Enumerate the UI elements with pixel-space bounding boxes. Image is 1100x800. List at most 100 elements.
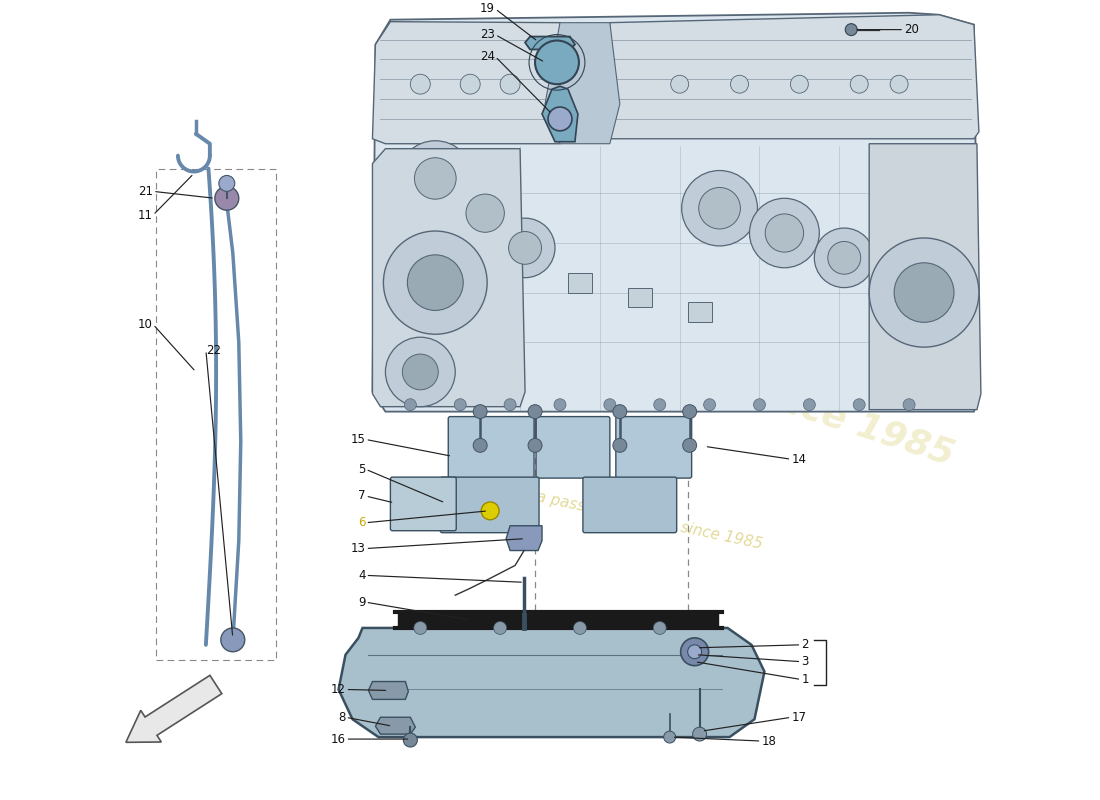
Polygon shape	[339, 628, 764, 737]
Circle shape	[504, 398, 516, 410]
Polygon shape	[373, 149, 525, 406]
FancyBboxPatch shape	[449, 417, 534, 478]
Circle shape	[894, 262, 954, 322]
Circle shape	[410, 74, 430, 94]
Circle shape	[219, 175, 234, 191]
Text: 17: 17	[791, 710, 806, 724]
Circle shape	[573, 622, 586, 634]
Text: 14: 14	[791, 453, 806, 466]
Circle shape	[683, 438, 696, 452]
Polygon shape	[506, 526, 542, 550]
Circle shape	[688, 645, 702, 658]
Circle shape	[214, 186, 239, 210]
Circle shape	[828, 242, 860, 274]
Polygon shape	[368, 682, 408, 699]
Circle shape	[850, 75, 868, 93]
Text: 24: 24	[480, 50, 495, 63]
Text: 4: 4	[358, 569, 365, 582]
Circle shape	[473, 405, 487, 418]
Text: 10: 10	[139, 318, 153, 331]
Circle shape	[693, 727, 706, 741]
Circle shape	[221, 628, 245, 652]
Circle shape	[385, 338, 455, 406]
Text: 3: 3	[802, 655, 808, 668]
Circle shape	[698, 187, 740, 229]
Circle shape	[548, 107, 572, 131]
Circle shape	[403, 354, 438, 390]
Circle shape	[653, 622, 667, 634]
Circle shape	[749, 198, 820, 268]
Circle shape	[766, 214, 804, 252]
Circle shape	[803, 398, 815, 410]
Circle shape	[397, 141, 473, 216]
FancyBboxPatch shape	[616, 417, 692, 478]
FancyBboxPatch shape	[688, 302, 712, 322]
Circle shape	[845, 24, 857, 35]
Circle shape	[903, 398, 915, 410]
Circle shape	[653, 398, 666, 410]
Circle shape	[466, 194, 505, 232]
Text: 9: 9	[358, 596, 365, 609]
Circle shape	[405, 398, 416, 410]
Circle shape	[663, 731, 675, 743]
Circle shape	[754, 398, 766, 410]
FancyBboxPatch shape	[583, 477, 676, 533]
Circle shape	[890, 75, 909, 93]
Text: 15: 15	[351, 433, 365, 446]
Circle shape	[730, 75, 748, 93]
Text: 11: 11	[138, 209, 153, 222]
Circle shape	[535, 41, 579, 84]
Circle shape	[682, 170, 758, 246]
Text: 7: 7	[358, 490, 365, 502]
Circle shape	[814, 228, 874, 288]
Circle shape	[415, 158, 456, 199]
Text: 20: 20	[904, 23, 918, 36]
Circle shape	[528, 438, 542, 452]
FancyBboxPatch shape	[568, 273, 592, 293]
Polygon shape	[398, 612, 717, 628]
Circle shape	[500, 74, 520, 94]
Polygon shape	[525, 37, 575, 50]
Circle shape	[460, 74, 481, 94]
Circle shape	[604, 398, 616, 410]
Text: 16: 16	[330, 733, 345, 746]
Circle shape	[613, 405, 627, 418]
Circle shape	[404, 733, 417, 747]
Text: 8: 8	[338, 710, 345, 724]
FancyBboxPatch shape	[440, 477, 539, 533]
Text: 19: 19	[480, 2, 495, 15]
Text: 13: 13	[351, 542, 365, 555]
Polygon shape	[373, 13, 979, 412]
Text: 22: 22	[206, 344, 221, 357]
Text: 5: 5	[359, 462, 365, 476]
Polygon shape	[609, 14, 979, 138]
Text: rts: rts	[771, 303, 927, 401]
Text: 12: 12	[330, 683, 345, 696]
Circle shape	[454, 398, 466, 410]
Circle shape	[450, 178, 520, 248]
Circle shape	[683, 405, 696, 418]
FancyBboxPatch shape	[536, 417, 609, 478]
FancyBboxPatch shape	[390, 477, 456, 530]
FancyBboxPatch shape	[628, 288, 651, 307]
Circle shape	[407, 255, 463, 310]
Text: europ: europ	[654, 234, 983, 331]
Polygon shape	[375, 718, 416, 734]
Circle shape	[473, 438, 487, 452]
Circle shape	[528, 405, 542, 418]
Circle shape	[613, 438, 627, 452]
Circle shape	[791, 75, 808, 93]
Circle shape	[681, 638, 708, 666]
Text: 21: 21	[138, 185, 153, 198]
Circle shape	[671, 75, 689, 93]
Text: 6: 6	[358, 516, 365, 530]
Circle shape	[414, 622, 427, 634]
Circle shape	[869, 238, 979, 347]
Polygon shape	[542, 86, 578, 142]
Polygon shape	[544, 22, 619, 144]
Circle shape	[508, 231, 541, 264]
Text: 18: 18	[761, 734, 777, 747]
Text: 2: 2	[802, 638, 808, 651]
Polygon shape	[373, 22, 565, 144]
Text: a passion for parts since 1985: a passion for parts since 1985	[536, 490, 764, 552]
